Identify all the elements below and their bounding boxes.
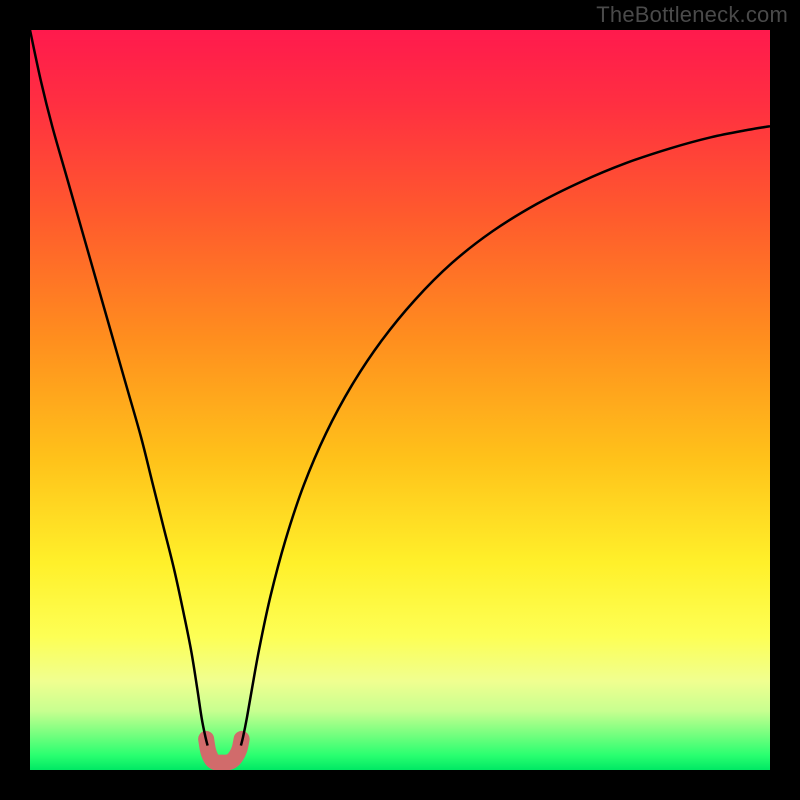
curve-layer	[30, 30, 770, 770]
watermark-label: TheBottleneck.com	[596, 2, 788, 28]
bottleneck-curve-left	[30, 30, 208, 746]
bottleneck-curve-right	[241, 126, 770, 745]
bottleneck-min-highlight	[206, 739, 242, 763]
plot-area	[30, 30, 770, 770]
